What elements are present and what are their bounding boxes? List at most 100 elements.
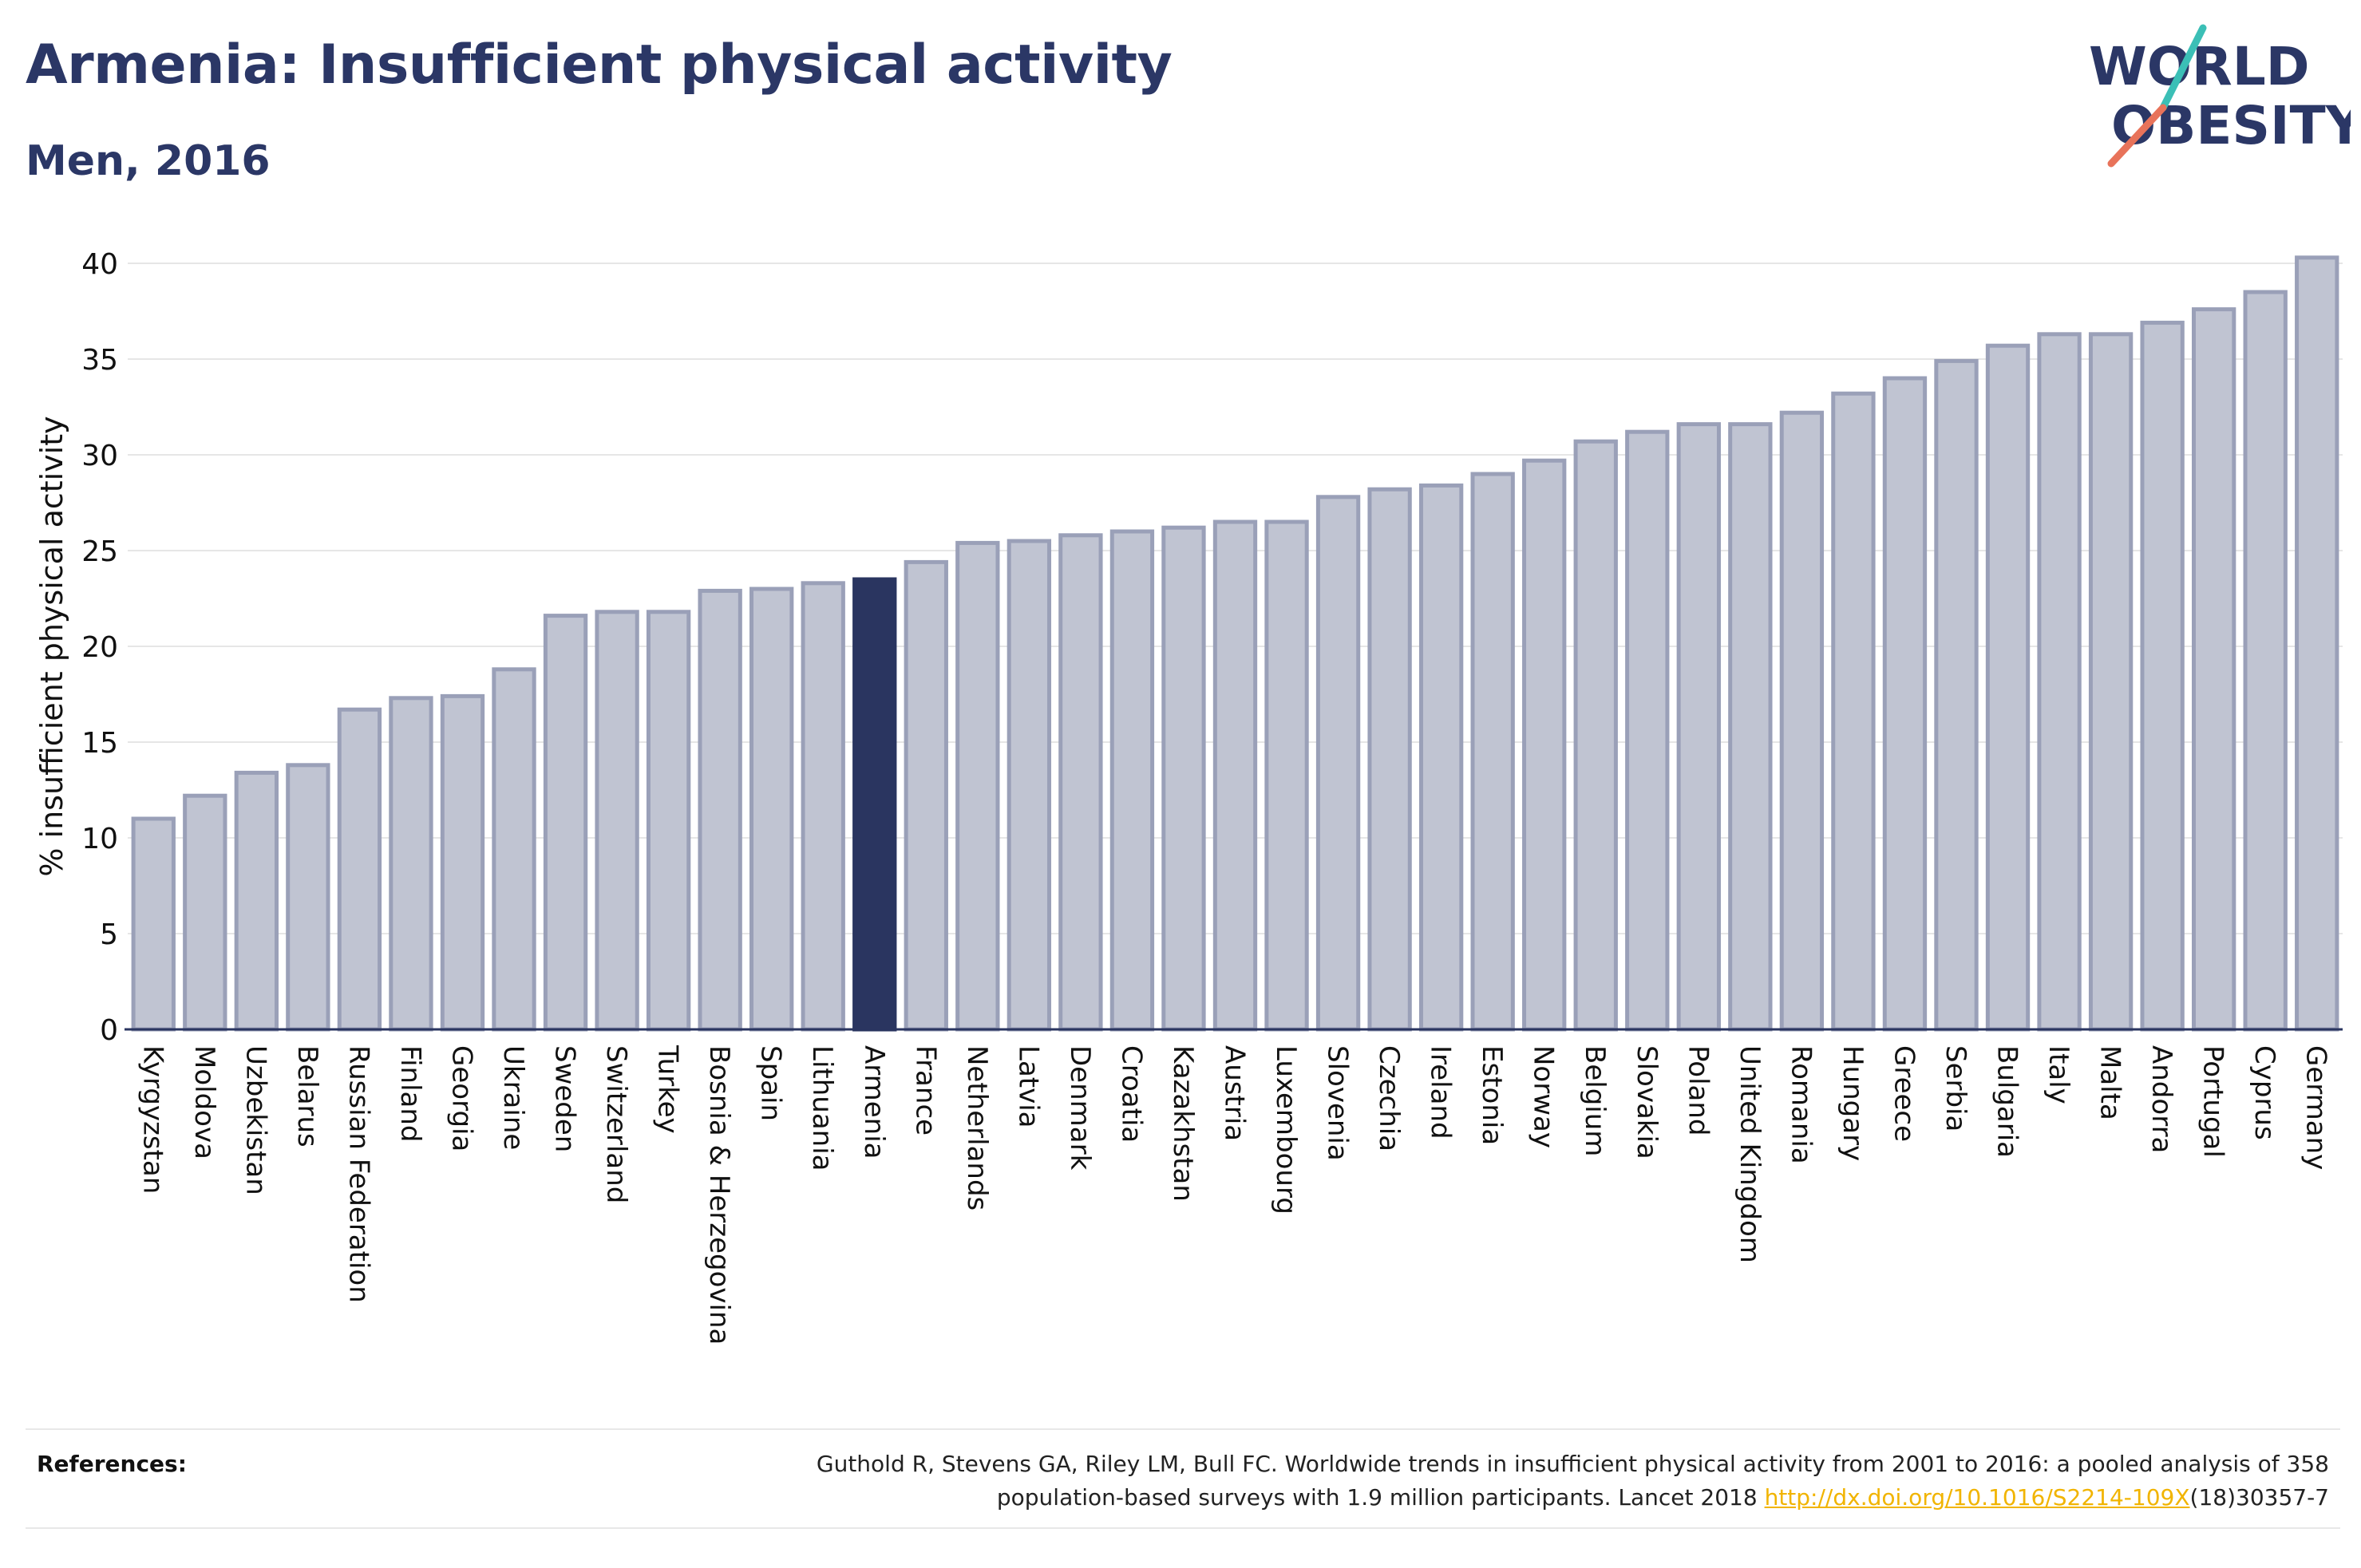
x-tick-label: Slovakia <box>1631 1045 1663 1159</box>
logo-line-1: WORLD <box>2089 36 2310 97</box>
bar <box>1212 519 1258 1032</box>
x-tick-label: Malta <box>2094 1045 2126 1120</box>
bar <box>2037 332 2082 1032</box>
x-tick-label: Bosnia & Herzegovina <box>703 1045 735 1345</box>
y-tick-label: 20 <box>81 631 118 664</box>
x-tick-label: United Kingdom <box>1734 1045 1766 1263</box>
x-tick-label: Sweden <box>549 1045 581 1152</box>
y-axis-ticks: 0 5 10 15 20 25 30 35 40 <box>81 248 118 1047</box>
bar <box>1161 525 1206 1032</box>
reference-line-2-suffix: (18)30357-7 <box>2189 1484 2329 1511</box>
y-tick-label: 35 <box>81 344 118 377</box>
x-tick-label: Estonia <box>1476 1045 1508 1145</box>
x-tick-label: Kyrgyzstan <box>136 1045 168 1194</box>
y-tick-label: 25 <box>81 535 118 568</box>
bar <box>337 707 382 1032</box>
logo-slash-top <box>2159 24 2207 112</box>
x-tick-label: Denmark <box>1064 1045 1096 1171</box>
bar <box>698 588 742 1032</box>
x-tick-label: Uzbekistan <box>239 1045 271 1195</box>
x-tick-label: Germany <box>2300 1045 2332 1170</box>
bar <box>2140 320 2185 1032</box>
x-tick-label: Italy <box>2043 1045 2074 1104</box>
bar <box>1006 539 1052 1032</box>
x-tick-label: Latvia <box>1012 1045 1044 1128</box>
x-tick-label: Lithuania <box>806 1045 838 1171</box>
x-tick-label: Netherlands <box>961 1045 993 1211</box>
x-tick-label: Cyprus <box>2248 1045 2280 1140</box>
x-tick-label: Spain <box>755 1045 787 1121</box>
y-tick-label: 0 <box>100 1014 118 1047</box>
bar <box>1779 410 1825 1032</box>
x-tick-label: Serbia <box>1940 1045 1971 1132</box>
bar <box>1109 529 1155 1032</box>
x-tick-label: Ukraine <box>497 1045 529 1150</box>
bar <box>286 763 330 1032</box>
x-tick-label: Poland <box>1682 1045 1714 1136</box>
x-tick-label: France <box>909 1045 941 1136</box>
bar <box>131 816 176 1032</box>
bars <box>131 255 2339 1032</box>
x-tick-label: Moldova <box>188 1045 220 1159</box>
x-tick-label: Luxembourg <box>1270 1045 1302 1215</box>
bar <box>801 581 845 1032</box>
bar <box>440 693 485 1032</box>
x-tick-label: Andorra <box>2145 1045 2177 1153</box>
bar <box>1625 429 1670 1032</box>
bar <box>749 587 794 1032</box>
x-tick-label: Norway <box>1528 1045 1560 1148</box>
bar <box>543 614 588 1032</box>
bar <box>492 667 536 1032</box>
y-tick-label: 40 <box>81 248 118 281</box>
bar <box>1831 391 1876 1032</box>
bar <box>183 793 227 1032</box>
bar <box>1573 439 1618 1032</box>
bar <box>1728 422 1773 1032</box>
reference-doi-link[interactable]: http://dx.doi.org/10.1016/S2214-109X <box>1764 1484 2190 1511</box>
x-tick-label: Slovenia <box>1322 1045 1354 1161</box>
x-tick-label: Russian Federation <box>342 1045 374 1303</box>
bar <box>2088 332 2134 1032</box>
bar <box>2295 255 2339 1032</box>
x-tick-label: Georgia <box>445 1045 477 1151</box>
x-tick-label: Switzerland <box>600 1045 632 1203</box>
bar <box>1315 495 1361 1032</box>
chart-title: Armenia: Insufficient physical activity <box>26 34 1173 97</box>
references-label: References: <box>37 1451 187 1477</box>
bar <box>1470 472 1515 1032</box>
references-text: Guthold R, Stevens GA, Riley LM, Bull FC… <box>493 1448 2329 1515</box>
references-panel: References: Guthold R, Stevens GA, Riley… <box>26 1428 2340 1529</box>
bar <box>1676 422 1721 1032</box>
bar <box>1882 376 1928 1032</box>
x-tick-label: Finland <box>394 1045 426 1143</box>
x-axis-labels: Kyrgyzstan Moldova Uzbekistan Belarus Russia… <box>136 1045 2331 1345</box>
bar <box>1522 458 1567 1032</box>
bar-chart: 0 5 10 15 20 25 30 35 40 Kyrgyzstan Moldova Uzbeki… <box>34 248 2343 1345</box>
x-tick-label: Belgium <box>1579 1045 1611 1156</box>
bar <box>2243 290 2288 1032</box>
reference-line-2-prefix: population-based surveys with 1.9 millio… <box>996 1484 1765 1511</box>
x-tick-label: Greece <box>1888 1045 1920 1142</box>
bar <box>1264 519 1309 1032</box>
y-tick-label: 15 <box>81 727 118 760</box>
bar <box>1934 358 1979 1032</box>
bar <box>646 610 691 1032</box>
bar <box>1367 487 1412 1032</box>
bar <box>595 610 639 1032</box>
y-axis-label: % insufficient physical activity <box>34 416 69 876</box>
chart-subtitle: Men, 2016 <box>26 137 271 185</box>
bar <box>955 540 1000 1032</box>
bar <box>904 559 948 1032</box>
x-tick-label: Croatia <box>1115 1045 1147 1143</box>
x-tick-label: Portugal <box>2197 1045 2229 1158</box>
bar <box>234 770 279 1032</box>
x-tick-label: Hungary <box>1837 1045 1869 1161</box>
world-obesity-logo: WORLD OBESITY <box>2089 24 2351 168</box>
bar <box>1418 483 1464 1032</box>
y-tick-label: 30 <box>81 440 118 472</box>
x-tick-label: Kazakhstan <box>1167 1045 1199 1202</box>
x-tick-label: Armenia <box>858 1045 890 1159</box>
x-tick-label: Belarus <box>291 1045 323 1147</box>
bar <box>1058 533 1103 1032</box>
x-tick-label: Austria <box>1219 1045 1251 1141</box>
